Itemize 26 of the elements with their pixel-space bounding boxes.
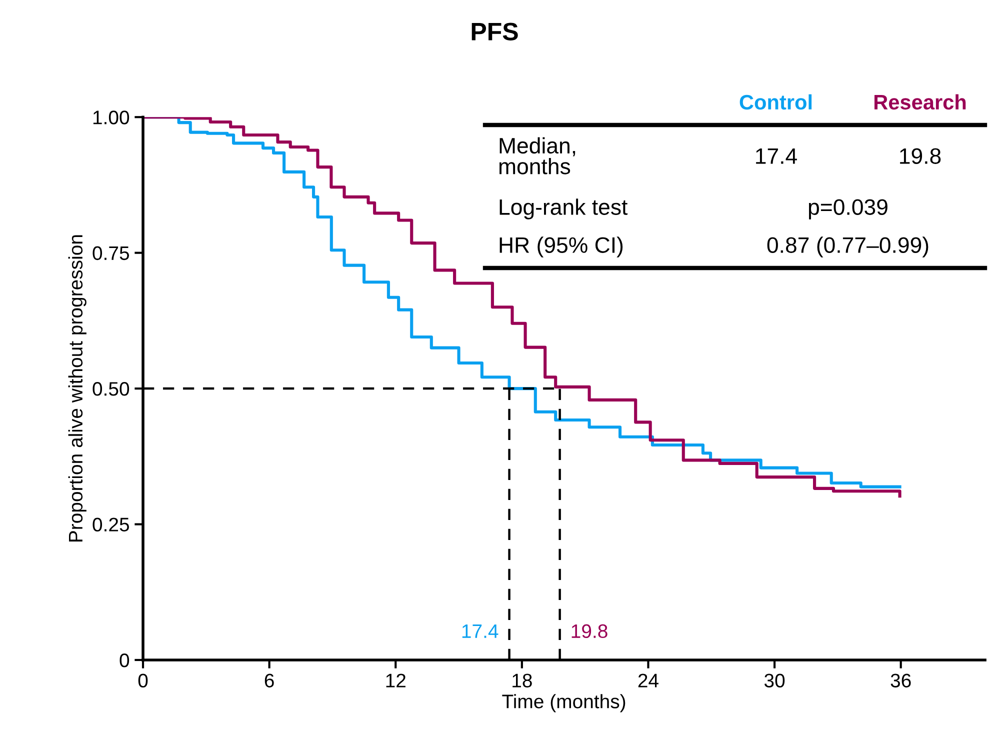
x-axis-title: Time (months) (502, 694, 626, 712)
x-tick-label: 36 (890, 674, 911, 688)
chart-title: PFS (472, 22, 518, 40)
annotation: p=0.039 (808, 199, 888, 220)
x-tick-label: 6 (264, 674, 274, 688)
annotation: Log-rank test (500, 198, 628, 220)
annotation: HR (95% CI) (500, 236, 623, 258)
annotation: 0.87 (0.77–0.99) (767, 236, 928, 258)
y-tick-label: 0.25 (92, 518, 130, 532)
annotation: 19.8 (900, 148, 941, 164)
y-tick-label: 0 (120, 653, 130, 668)
y-tick-label: 0.50 (92, 382, 130, 396)
x-tick-label: 18 (512, 674, 532, 688)
x-tick-label: 24 (638, 674, 658, 688)
y-tick-label: 0.75 (92, 246, 130, 260)
text: Control (740, 94, 812, 110)
annotation: Median, months (499, 137, 576, 174)
x-tick-label: 30 (764, 674, 785, 688)
text: Research (874, 94, 966, 110)
annotation: 17.4 (756, 148, 797, 164)
y-axis-title: Proportion alive without progression (68, 235, 86, 542)
ref-line-label: 17.4 (462, 624, 498, 638)
y-tick-label: 1.00 (93, 110, 130, 124)
x-tick-label: 0 (138, 674, 148, 688)
x-tick-label: 12 (386, 674, 406, 688)
ref-line-label: 19.8 (572, 624, 608, 638)
